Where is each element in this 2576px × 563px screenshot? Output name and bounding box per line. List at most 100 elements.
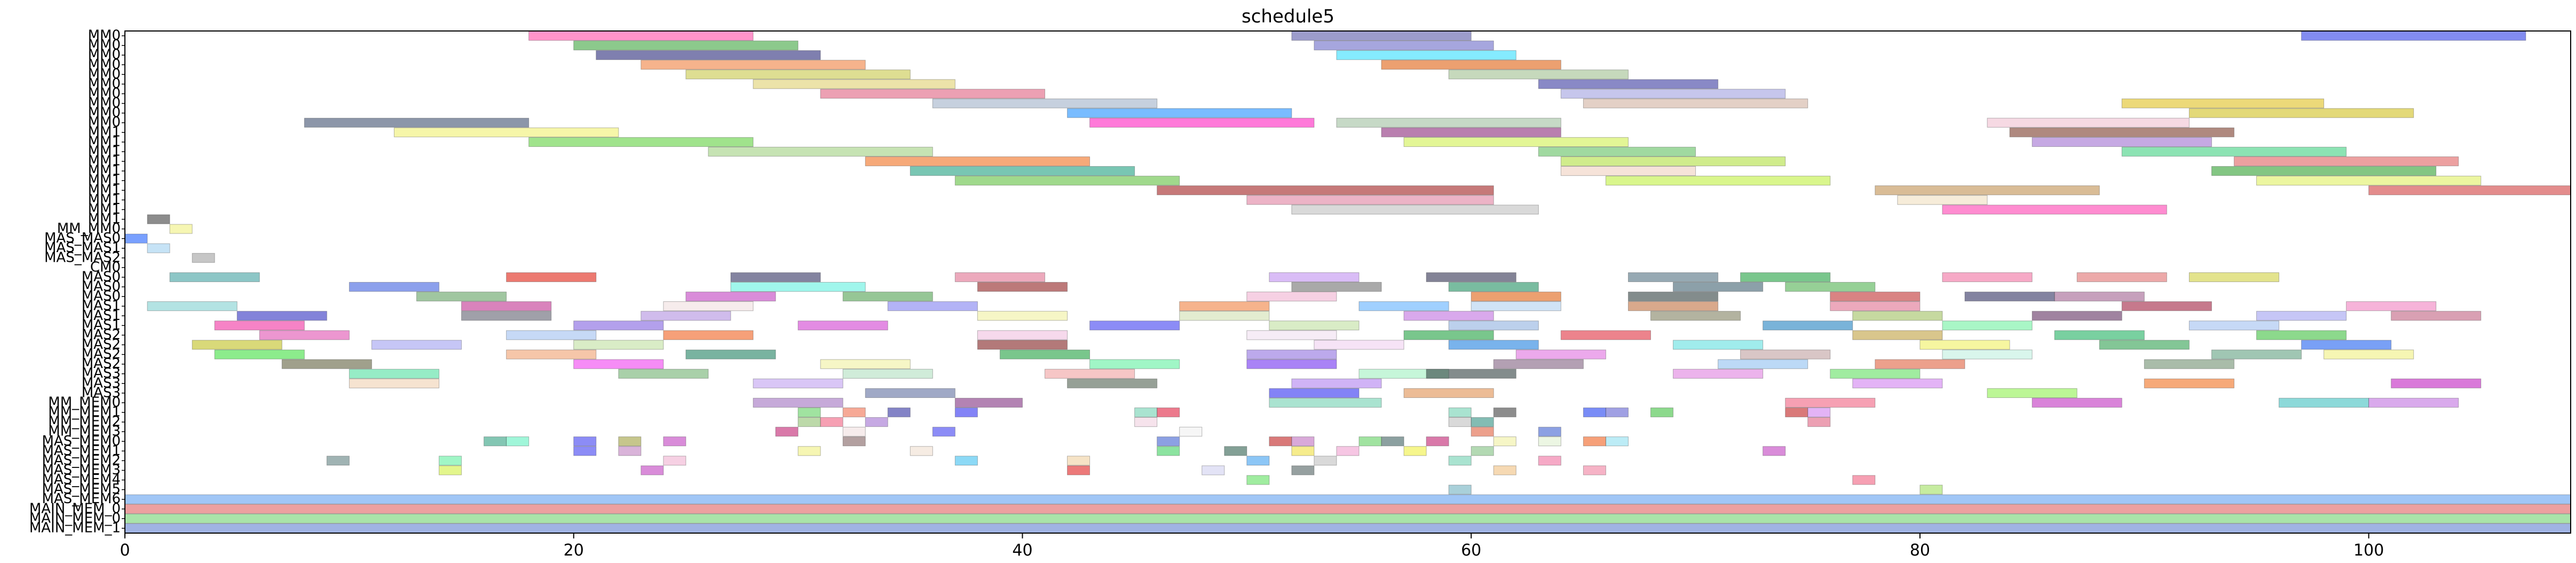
schedule-bar bbox=[1291, 465, 1315, 475]
schedule-bar bbox=[932, 98, 1158, 108]
schedule-bar bbox=[1157, 446, 1180, 456]
schedule-bar bbox=[1942, 272, 2033, 283]
schedule-bar bbox=[393, 127, 619, 137]
row-label: MAS_MEM0 bbox=[42, 433, 121, 449]
schedule-bar bbox=[214, 349, 305, 359]
schedule-bar bbox=[506, 272, 597, 283]
schedule-bar bbox=[1134, 407, 1158, 418]
schedule-bar bbox=[1471, 292, 1561, 302]
row-label: MAS_MEM4 bbox=[42, 472, 121, 488]
schedule-bar bbox=[528, 30, 754, 41]
schedule-bar bbox=[685, 349, 776, 359]
schedule-bar bbox=[1269, 436, 1292, 447]
schedule-bar bbox=[887, 407, 911, 418]
schedule-bar bbox=[1179, 427, 1203, 437]
schedule-bar bbox=[416, 292, 507, 302]
schedule-bar bbox=[124, 504, 2571, 514]
schedule-bar bbox=[1605, 436, 1629, 447]
schedule-bar bbox=[124, 513, 2571, 523]
schedule-bar bbox=[663, 301, 754, 311]
schedule-bar bbox=[2121, 301, 2212, 311]
row-label: MAS2 bbox=[82, 337, 121, 353]
schedule-bar bbox=[1471, 301, 1561, 311]
schedule-bar bbox=[1089, 359, 1180, 369]
schedule-bar bbox=[1875, 185, 2100, 196]
schedule-bar bbox=[1650, 311, 1741, 321]
schedule-bar bbox=[2144, 359, 2234, 369]
schedule-bar bbox=[1785, 282, 1876, 292]
row-label: MM0 bbox=[88, 57, 121, 73]
schedule-bar bbox=[1538, 79, 1719, 89]
schedule-bar bbox=[1919, 340, 2010, 350]
schedule-bar bbox=[1471, 446, 1494, 456]
row-label: MAS_MEM5 bbox=[42, 481, 121, 497]
row-label: MAS1 bbox=[82, 298, 121, 314]
schedule-bar bbox=[1403, 388, 1494, 398]
schedule-bar bbox=[1560, 89, 1786, 99]
schedule-bar bbox=[641, 311, 731, 321]
schedule-bar bbox=[797, 320, 888, 331]
schedule-bar bbox=[730, 282, 866, 292]
schedule-bar bbox=[1157, 407, 1180, 418]
schedule-bar bbox=[1515, 349, 1606, 359]
schedule-bar bbox=[2032, 311, 2122, 321]
schedule-bar bbox=[484, 436, 507, 447]
schedule-bar bbox=[1605, 407, 1629, 418]
schedule-bar bbox=[1134, 417, 1158, 427]
schedule-bar bbox=[1426, 272, 1516, 283]
schedule-bar bbox=[281, 359, 372, 369]
schedule-bar bbox=[1067, 378, 1158, 388]
x-tick-label: 60 bbox=[1461, 541, 1481, 560]
schedule-bar bbox=[2211, 349, 2302, 359]
schedule-bar bbox=[753, 79, 955, 89]
schedule-bar bbox=[2099, 340, 2190, 350]
schedule-bar bbox=[2054, 330, 2145, 340]
schedule-bar bbox=[820, 89, 1046, 99]
schedule-bar bbox=[506, 349, 597, 359]
schedule-bar bbox=[1830, 301, 1921, 311]
schedule-bar bbox=[1246, 330, 1337, 340]
row-label: MAS3 bbox=[82, 375, 121, 391]
schedule-bar bbox=[1179, 311, 1270, 321]
schedule-bar bbox=[236, 311, 327, 321]
schedule-bar bbox=[1627, 292, 1719, 302]
x-tick-label: 20 bbox=[564, 541, 584, 560]
schedule-bar bbox=[641, 465, 664, 475]
schedule-bar bbox=[1852, 311, 1943, 321]
schedule-bar bbox=[842, 407, 866, 418]
schedule-bar bbox=[954, 456, 978, 466]
schedule-bar bbox=[2188, 108, 2414, 118]
schedule-bar bbox=[2144, 378, 2234, 388]
schedule-bar bbox=[2301, 30, 2526, 41]
x-tick-label: 0 bbox=[120, 541, 130, 560]
schedule-bar bbox=[797, 417, 821, 427]
schedule-bar bbox=[1089, 320, 1180, 331]
schedule-bar bbox=[573, 359, 664, 369]
schedule-bar bbox=[1560, 156, 1786, 167]
schedule-bar bbox=[1291, 446, 1315, 456]
schedule-bar bbox=[1089, 118, 1315, 128]
schedule-bar bbox=[147, 301, 238, 311]
row-label: CM0 bbox=[90, 259, 121, 275]
schedule-bar bbox=[2076, 272, 2167, 283]
row-label: MAS_MEM2 bbox=[42, 452, 121, 468]
schedule-bar bbox=[1919, 484, 1943, 495]
row-label: MAS1 bbox=[82, 308, 121, 324]
schedule-bar bbox=[2368, 397, 2459, 408]
schedule-bar bbox=[147, 243, 170, 253]
schedule-bar bbox=[753, 378, 843, 388]
schedule-bar bbox=[1179, 301, 1270, 311]
x-tick-label: 80 bbox=[1910, 541, 1930, 560]
schedule-bar bbox=[1605, 176, 1831, 186]
schedule-bar bbox=[842, 369, 933, 379]
schedule-bar bbox=[753, 397, 843, 408]
schedule-bar bbox=[1718, 359, 1808, 369]
row-label: MM_MEM0 bbox=[48, 394, 121, 410]
schedule-bar bbox=[954, 397, 1023, 408]
schedule-bar bbox=[842, 292, 933, 302]
schedule-bar bbox=[641, 60, 866, 70]
schedule-bar bbox=[1067, 456, 1091, 466]
schedule-bar bbox=[865, 388, 955, 398]
row-label: MM0 bbox=[88, 95, 121, 111]
schedule-bar bbox=[1426, 436, 1449, 447]
